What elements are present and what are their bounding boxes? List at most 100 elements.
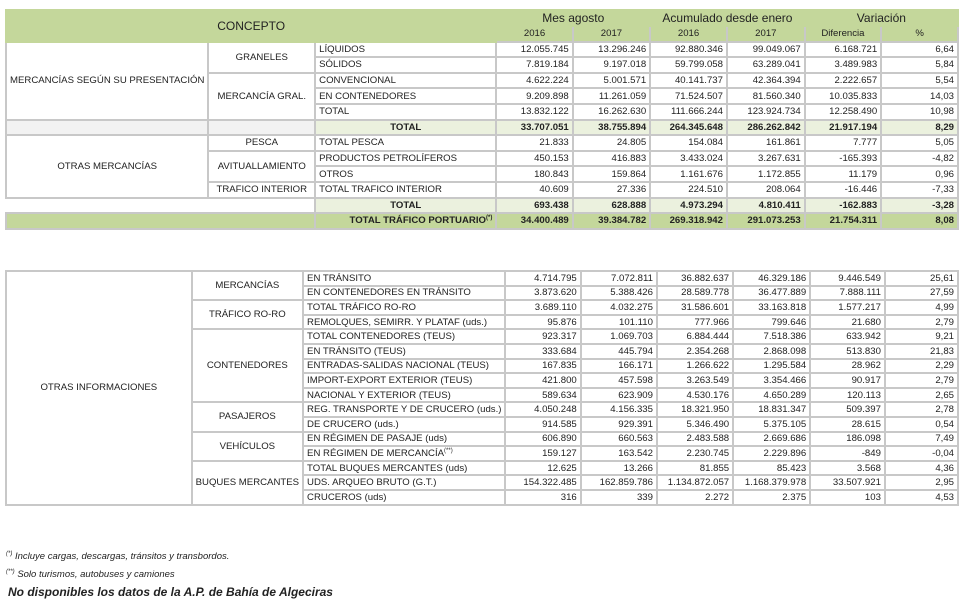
row-label-text: IMPORT-EXPORT EXTERIOR (TEUS) — [307, 374, 473, 386]
value-cell: 34.400.489 — [495, 212, 574, 230]
value-cell: 4,36 — [883, 459, 959, 477]
row-label-text: TOTAL — [390, 199, 422, 211]
group-header: Variación — [803, 9, 959, 27]
concepto-header: CONCEPTO — [4, 9, 498, 43]
group-label: GRANELES — [207, 40, 317, 74]
empty-cell — [207, 118, 317, 137]
value-cell: 4.714.795 — [504, 270, 582, 287]
value-cell: 163.542 — [579, 445, 658, 462]
value-cell: 33.163.818 — [732, 299, 812, 316]
value-cell: 5,84 — [880, 56, 959, 74]
table-row: EN TRÁNSITO (TEUS) 333.684 445.794 2.354.26… — [6, 342, 959, 360]
value-cell: 6.168.721 — [803, 40, 883, 59]
value-cell: 7.819.184 — [495, 56, 574, 74]
row-label-text: TOTAL TRÁFICO RO-RO — [307, 301, 416, 313]
value-cell: 9,21 — [883, 328, 959, 345]
value-cell: 7.518.386 — [732, 328, 812, 345]
table-row: TRAFICO INTERIOR TOTAL TRAFICO INTERIOR 40… — [6, 180, 959, 199]
value-cell: 162.859.786 — [579, 474, 658, 491]
row-label: LÍQUIDOS — [314, 40, 498, 59]
row-label-text: EN RÉGIMEN DE PASAJE (uds) — [307, 433, 448, 445]
value-cell: 264.345.648 — [649, 118, 728, 137]
value-cell: 38.755.894 — [571, 118, 652, 137]
value-cell: 224.510 — [649, 180, 728, 199]
value-cell: 8,29 — [880, 118, 959, 137]
value-cell: 2,78 — [883, 401, 959, 418]
value-cell: 509.397 — [809, 401, 886, 418]
value-cell: 633.942 — [809, 328, 886, 345]
table-row: OTRAS MERCANCÍAS PESCA TOTAL PESCA 21.833 24… — [4, 134, 959, 199]
value-cell: 12.055.745 — [495, 40, 574, 59]
row-label-text: CONVENCIONAL — [319, 75, 396, 87]
value-cell: 5,05 — [880, 134, 959, 152]
value-cell: 3.873.620 — [504, 284, 582, 302]
value-cell: 2.222.657 — [803, 71, 883, 90]
table-row: PASAJEROS REG. TRANSPORTE Y DE CRUCERO (u… — [6, 401, 959, 433]
value-cell: 914.585 — [504, 415, 582, 433]
value-cell: 159.864 — [571, 165, 652, 183]
value-cell: 7.072.811 — [579, 270, 658, 287]
value-cell: 12.258.490 — [803, 102, 883, 121]
value-cell: 167.835 — [504, 357, 582, 375]
row-label-text: TOTAL TRÁFICO PORTUARIO — [349, 215, 486, 227]
value-cell: 33.507.921 — [809, 474, 886, 491]
row-label: CRUCEROS (uds) — [302, 488, 507, 506]
value-cell: 13.266 — [579, 459, 658, 477]
value-cell: 660.563 — [579, 430, 658, 448]
value-cell: 5.001.571 — [571, 71, 652, 90]
value-cell: 27,59 — [883, 284, 959, 302]
row-label: DE CRUCERO (uds.) — [302, 415, 507, 433]
value-cell: 14,03 — [880, 87, 959, 105]
row-label-text: REG. TRANSPORTE Y DE CRUCERO (uds.) — [307, 404, 502, 416]
value-cell: 628.888 — [571, 196, 652, 215]
group-label: AVITUALLAMIENTO — [207, 149, 317, 183]
value-cell: 4.973.294 — [649, 196, 728, 215]
value-cell: 1.577.217 — [809, 299, 886, 316]
value-cell: 1.266.622 — [655, 357, 735, 375]
value-cell: 92.880.346 — [649, 40, 728, 59]
table-row: TRÁFICO RO-RO TOTAL TRÁFICO RO-RO 3.689.11… — [6, 299, 959, 331]
total-row: TOTAL 693.438 628.888 4.973.294 4.810.411 -16… — [6, 196, 959, 215]
value-cell: 81.855 — [655, 459, 735, 477]
table-row: REMOLQUES, SEMIRR. Y PLATAF (uds.) 95.876… — [6, 313, 959, 331]
row-label: IMPORT-EXPORT EXTERIOR (TEUS) — [302, 372, 507, 389]
value-cell: 693.438 — [495, 196, 574, 215]
value-cell: 59.799.058 — [649, 56, 728, 74]
value-cell: 4.050.248 — [504, 401, 582, 418]
total-row: TOTAL 33.707.051 38.755.894 264.345.648 286.… — [4, 118, 959, 137]
value-cell: 2.229.896 — [732, 445, 812, 462]
row-label: UDS. ARQUEO BRUTO (G.T.) — [302, 474, 507, 491]
footnote-text: Incluye cargas, descargas, tránsitos y t… — [14, 551, 230, 563]
value-cell: 269.318.942 — [649, 212, 728, 230]
row-label-text: LÍQUIDOS — [319, 43, 366, 55]
footnote: (**) Solo turismos, autobuses y camiones — [6, 569, 175, 580]
table-row: BUQUES MERCANTES TOTAL BUQUES MERCANTES (… — [6, 459, 959, 506]
value-cell: 4.032.275 — [579, 299, 658, 316]
value-cell: 4.810.411 — [725, 196, 806, 215]
row-label: TOTAL TRAFICO INTERIOR — [314, 180, 498, 199]
group-label: VEHÍCULOS — [190, 430, 305, 462]
value-cell: -165.393 — [803, 149, 883, 168]
group-label: CONTENEDORES — [190, 328, 305, 404]
value-cell: 5.388.426 — [579, 284, 658, 302]
value-cell: 13.296.246 — [571, 40, 652, 59]
value-cell: 4,99 — [883, 299, 959, 316]
value-cell: 3.689.110 — [504, 299, 582, 316]
value-cell: 2.669.686 — [732, 430, 812, 448]
value-cell: 3.354.466 — [732, 372, 812, 389]
row-label-text: DE CRUCERO (uds.) — [307, 418, 399, 430]
value-cell: 159.127 — [504, 445, 582, 462]
value-cell: 7.777 — [803, 134, 883, 152]
group-label: TRAFICO INTERIOR — [207, 180, 317, 199]
row-label: TOTAL TRÁFICO RO-RO — [302, 299, 507, 316]
value-cell: 28.589.778 — [655, 284, 735, 302]
value-cell: 39.384.782 — [571, 212, 652, 230]
value-cell: 3.267.631 — [725, 149, 806, 168]
value-cell: -0,04 — [883, 445, 959, 462]
row-label-text: ENTRADAS-SALIDAS NACIONAL (TEUS) — [307, 360, 490, 372]
value-cell: 10,98 — [880, 102, 959, 121]
value-cell: 2.354.268 — [655, 342, 735, 360]
row-label: EN CONTENEDORES EN TRÁNSITO — [302, 284, 507, 302]
row-label-text: REMOLQUES, SEMIRR. Y PLATAF (uds.) — [307, 316, 488, 328]
value-cell: 154.084 — [649, 134, 728, 152]
